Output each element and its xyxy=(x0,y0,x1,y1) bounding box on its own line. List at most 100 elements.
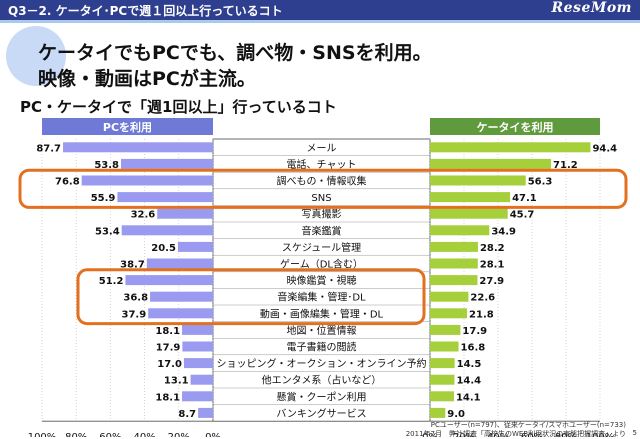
keitai-value-label: 34.9 xyxy=(491,226,516,237)
title-bar: Q3－2. ケータイ･PCで週１回以上行っているコト ReseMom xyxy=(0,0,640,20)
keitai-series-header xyxy=(430,118,600,135)
category-label: 他エンタメ系（占いなど） xyxy=(262,374,382,387)
pc-axis-tick-label: 60% xyxy=(99,432,121,437)
keitai-bar xyxy=(430,192,511,203)
pc-series-header xyxy=(42,118,213,135)
pc-bar xyxy=(125,275,213,286)
keitai-bar xyxy=(430,258,478,269)
pc-bar xyxy=(121,158,213,169)
category-label: 電話、チャット xyxy=(287,158,357,171)
pc-bar xyxy=(177,241,213,252)
pc-bar xyxy=(117,192,213,203)
keitai-value-label: 17.9 xyxy=(462,326,487,337)
headline-line-1: ケータイでもPCでも、調べ物・SNSを利用。 xyxy=(38,42,432,64)
resemom-logo: ReseMom xyxy=(551,0,632,16)
keitai-value-label: 22.6 xyxy=(470,293,495,304)
keitai-bar xyxy=(430,142,591,153)
pc-value-label: 20.5 xyxy=(151,243,176,254)
category-label: 写真撮影 xyxy=(302,208,342,221)
category-label: ゲーム（DL含む） xyxy=(280,258,363,271)
decorative-circle xyxy=(6,26,66,86)
category-label: 音楽編集・管理･DL xyxy=(277,291,366,304)
keitai-bar xyxy=(430,208,508,219)
keitai-axis-tick-label: 80% xyxy=(555,432,577,437)
pc-value-label: 55.9 xyxy=(91,193,116,204)
keitai-value-label: 9.0 xyxy=(447,409,465,420)
pc-axis-tick-label: 40% xyxy=(133,432,155,437)
keitai-value-label: 27.9 xyxy=(479,276,504,287)
pc-value-label: 18.1 xyxy=(155,326,180,337)
pc-value-label: 18.1 xyxy=(155,392,180,403)
pc-value-label: 37.9 xyxy=(122,309,147,320)
category-column-frame xyxy=(212,138,431,422)
keitai-bar xyxy=(430,241,478,252)
pc-axis-tick-label: 20% xyxy=(168,432,190,437)
keitai-value-label: 21.8 xyxy=(469,309,494,320)
keitai-bar xyxy=(430,275,478,286)
category-label: 懸賞・クーポン利用 xyxy=(277,390,367,403)
pc-bar xyxy=(146,258,213,269)
pc-bar xyxy=(121,225,213,236)
keitai-value-label: 14.4 xyxy=(456,376,481,387)
pc-value-label: 53.8 xyxy=(94,160,119,171)
highlight-frame xyxy=(76,268,426,326)
category-label: SNS xyxy=(311,193,331,204)
keitai-value-label: 94.4 xyxy=(592,143,617,154)
keitai-bar xyxy=(430,175,526,186)
keitai-value-label: 28.1 xyxy=(480,260,505,271)
category-label: 音楽鑑賞 xyxy=(302,224,342,237)
pc-value-label: 32.6 xyxy=(131,210,156,221)
keitai-bar xyxy=(430,391,454,402)
pc-value-label: 51.2 xyxy=(99,276,124,287)
pc-bar xyxy=(150,291,213,302)
pc-value-label: 87.7 xyxy=(36,143,61,154)
keitai-bar xyxy=(430,358,455,369)
category-label: 調べもの・情報収集 xyxy=(277,175,367,188)
keitai-axis-tick-label: 100% xyxy=(586,432,615,437)
keitai-value-label: 71.2 xyxy=(553,160,578,171)
category-label: スケジュール管理 xyxy=(282,241,361,254)
keitai-axis-tick-label: 40% xyxy=(487,432,509,437)
pc-value-label: 17.9 xyxy=(156,343,181,354)
pc-bar xyxy=(182,391,213,402)
keitai-bar xyxy=(430,341,459,352)
keitai-axis-tick-label: 20% xyxy=(453,432,475,437)
sample-size-note: PCユーザー(n=797)、従来ケータイ/スマホユーザー(n=733) xyxy=(430,421,626,429)
keitai-value-label: 16.8 xyxy=(461,343,486,354)
pc-value-label: 36.8 xyxy=(123,293,148,304)
headline-line-2: 映像・動画はPCが主流。 xyxy=(38,68,256,90)
category-label: 動画・画像編集・管理・DL xyxy=(260,307,384,320)
keitai-value-label: 28.2 xyxy=(480,243,505,254)
slide-title: Q3－2. ケータイ･PCで週１回以上行っているコト xyxy=(8,4,283,18)
source-note: 2011年7月 弊社調査「高校生のWEB利用状況の実態把握調査」より xyxy=(405,430,626,438)
keitai-bar xyxy=(430,407,446,418)
category-label: メール xyxy=(307,143,337,154)
chart-subtitle: PC・ケータイで「週1回以上」行っているコト xyxy=(20,98,337,116)
category-label: 映像鑑賞・視聴 xyxy=(287,274,357,287)
pc-bar xyxy=(63,142,213,153)
pc-value-label: 13.1 xyxy=(164,376,189,387)
title-underline xyxy=(0,20,640,23)
keitai-value-label: 47.1 xyxy=(512,193,537,204)
pc-bar xyxy=(198,407,213,418)
pc-value-label: 17.0 xyxy=(157,359,182,370)
pc-value-label: 38.7 xyxy=(120,260,145,271)
page-number: 5 xyxy=(632,429,637,437)
pc-bar xyxy=(148,308,213,319)
pc-bar xyxy=(81,175,213,186)
keitai-series-label: ケータイを利用 xyxy=(477,120,554,134)
category-label: 地図・位置情報 xyxy=(287,324,357,337)
keitai-value-label: 56.3 xyxy=(528,177,553,188)
keitai-bar xyxy=(430,324,461,335)
pc-axis-tick-label: 0% xyxy=(205,432,221,437)
pc-bar xyxy=(182,324,213,335)
keitai-bar xyxy=(430,374,455,385)
keitai-value-label: 14.5 xyxy=(457,359,482,370)
highlight-frame xyxy=(18,168,628,209)
keitai-axis-tick-label: 0% xyxy=(422,432,438,437)
pc-bar xyxy=(190,374,213,385)
pc-value-label: 76.8 xyxy=(55,177,80,188)
keitai-value-label: 45.7 xyxy=(510,210,535,221)
keitai-bar xyxy=(430,308,468,319)
